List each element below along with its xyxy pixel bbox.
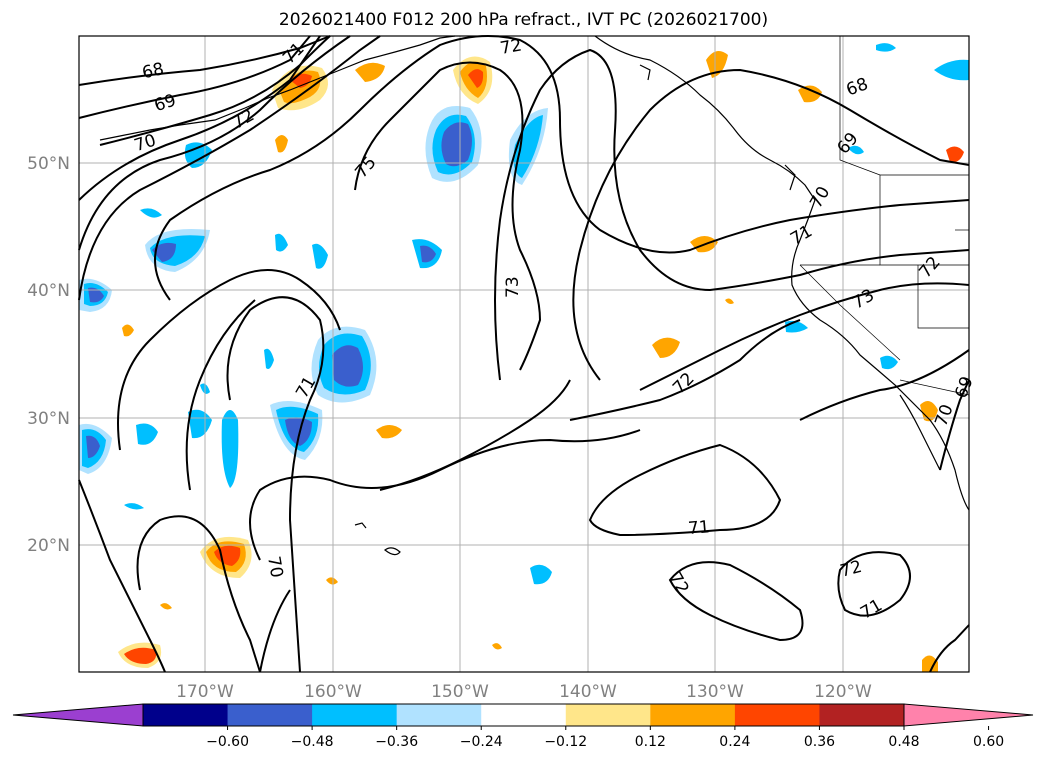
contour-label: 68	[140, 59, 165, 83]
colorbar-tick-label: −0.60	[206, 734, 249, 750]
colorbar-segment	[481, 704, 567, 726]
colorbar-segment	[396, 704, 482, 726]
contour-73	[494, 48, 970, 381]
colorbar-tick-label: 0.48	[888, 734, 919, 750]
colorbar-tick-label: 0.12	[635, 734, 666, 750]
contour-69	[78, 35, 311, 119]
lon-label-140w: 140°W	[559, 682, 617, 702]
colorbar-segment	[565, 704, 651, 726]
contour-label: 72	[499, 35, 524, 58]
plot-frame	[78, 35, 970, 673]
colorbar-segment	[734, 704, 820, 726]
contour-72	[154, 35, 970, 301]
contour-label: 73	[503, 276, 523, 298]
lat-label-50n: 50°N	[27, 154, 70, 174]
colorbar-segment	[227, 704, 313, 726]
colorbar-tick-label: −0.12	[544, 734, 587, 750]
colorbar-extension-low	[12, 703, 144, 727]
colorbar: −0.60 −0.48 −0.36 −0.24 −0.12 0.12 0.24 0.36 0.4…	[12, 703, 1034, 750]
latitude-labels: 50°N 40°N 30°N 20°N	[27, 154, 70, 556]
north-america-coast	[791, 199, 970, 511]
colorbar-tick-label: −0.24	[460, 734, 503, 750]
lon-label-130w: 130°W	[686, 682, 744, 702]
longitude-labels: 170°W 160°W 150°W 140°W 130°W 120°W	[176, 682, 872, 702]
contour-68	[78, 35, 331, 86]
contour-70	[99, 35, 331, 146]
colorbar-tick-label: 0.60	[973, 734, 1004, 750]
colorbar-tick-label: −0.48	[291, 734, 334, 750]
lon-label-170w: 170°W	[176, 682, 234, 702]
colorbar-segment	[819, 704, 905, 726]
contour-71	[78, 35, 321, 201]
contour-label: 70	[263, 555, 286, 580]
colorbar-tick-label: −0.36	[375, 734, 418, 750]
contour-70-south	[226, 296, 325, 673]
colorbar-segment	[312, 704, 398, 726]
colorbar-extension-high	[903, 703, 1034, 727]
colorbar-frame	[142, 703, 905, 727]
grid-lines	[79, 36, 969, 672]
colorbar-segment	[650, 704, 736, 726]
contour-75	[354, 61, 542, 371]
colorbar-segment	[143, 704, 229, 726]
contour-lines	[78, 35, 970, 673]
map-title: 2026021400 F012 200 hPa refract., IVT PC…	[278, 10, 769, 30]
colorbar-tick-label: 0.24	[719, 734, 750, 750]
contour-71-south	[588, 443, 782, 537]
contour-label: 71	[687, 517, 710, 539]
positive-anomaly-patch	[652, 337, 680, 358]
lon-label-120w: 120°W	[814, 682, 872, 702]
lon-label-150w: 150°W	[431, 682, 489, 702]
lat-label-30n: 30°N	[27, 409, 70, 429]
lon-label-160w: 160°W	[304, 682, 362, 702]
lat-label-20n: 20°N	[27, 536, 70, 556]
lat-label-40n: 40°N	[27, 281, 70, 301]
colorbar-tick-label: 0.36	[804, 734, 835, 750]
